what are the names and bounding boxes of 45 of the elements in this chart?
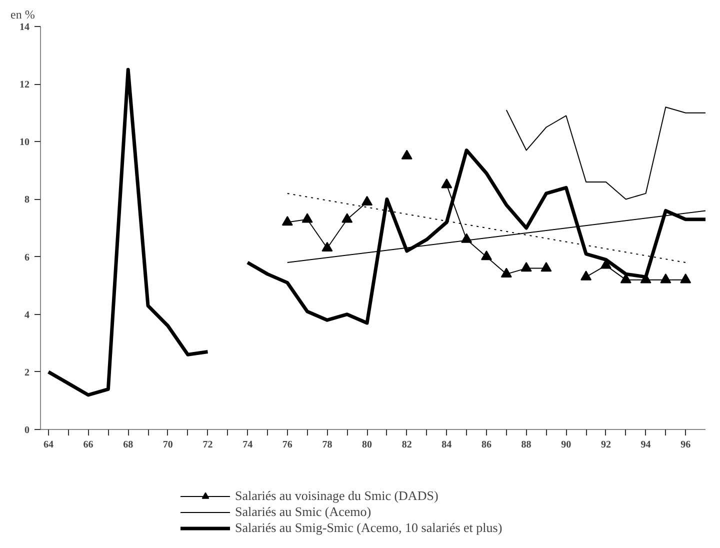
x-tick-label: 82 (402, 440, 412, 450)
y-tick-label: 12 (20, 80, 30, 91)
y-tick-label: 2 (24, 367, 30, 378)
y-tick-label: 6 (24, 252, 30, 264)
x-tick-label: 84 (442, 440, 452, 450)
y-tick-label: 14 (20, 22, 30, 33)
point (401, 150, 412, 160)
line-series (506, 106, 706, 200)
x-tick-label: 78 (322, 440, 332, 450)
y-tick-label: 8 (24, 194, 30, 206)
point (441, 178, 452, 188)
point (322, 242, 333, 252)
legend-label: Salariés au Smic (Acemo) (235, 504, 372, 520)
point (660, 274, 672, 284)
point (362, 196, 373, 206)
y-tick-label: 0 (24, 425, 30, 436)
x-tick-label: 72 (202, 440, 213, 450)
x-tick-label: 94 (640, 440, 651, 450)
x-tick-label: 86 (481, 440, 492, 450)
point (680, 274, 692, 284)
point (500, 268, 512, 278)
x-tick-label: 68 (123, 440, 134, 450)
x-tick-label: 90 (561, 440, 572, 450)
point (302, 213, 313, 223)
legend-label: Salariés au Smig-Smic (Acemo, 10 salariés et plus) (235, 520, 502, 536)
legend-label: Salariés au voisinage du Smic (DADS) (235, 488, 438, 504)
point (282, 216, 293, 226)
x-tick-label: 64 (43, 440, 54, 450)
y-tick-label: 4 (24, 310, 30, 321)
x-tick-label: 70 (162, 440, 173, 450)
x-tick-label: 76 (282, 440, 292, 450)
x-tick-label: 88 (521, 440, 532, 450)
y-tick-label: 10 (20, 137, 30, 148)
point (580, 270, 592, 280)
point (520, 262, 532, 272)
y-axis-title: en % (10, 8, 35, 22)
point (342, 213, 353, 223)
point (620, 274, 632, 284)
x-tick-label: 66 (83, 440, 94, 450)
x-tick-label: 92 (600, 440, 611, 450)
x-tick-label: 74 (242, 440, 253, 450)
x-tick-label: 80 (362, 440, 372, 450)
x-tick-label: 96 (680, 440, 691, 450)
point (540, 262, 552, 272)
point (480, 250, 492, 260)
